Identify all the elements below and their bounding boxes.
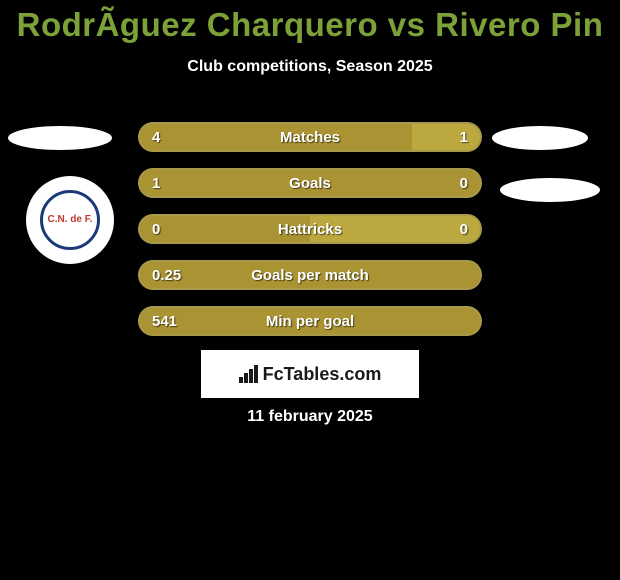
stat-value-left: 4 bbox=[152, 124, 160, 150]
stat-label: Matches bbox=[140, 124, 480, 150]
stat-value-left: 0.25 bbox=[152, 262, 181, 288]
stat-row: Matches4 1 bbox=[138, 122, 482, 152]
stat-row: Min per goal541 bbox=[138, 306, 482, 336]
comparison-title: RodrÃ­guez Charquero vs Rivero Pin bbox=[0, 0, 620, 44]
bars-icon bbox=[239, 365, 259, 383]
stat-value-right: 1 bbox=[460, 124, 468, 150]
stat-value-right: 0 bbox=[460, 216, 468, 242]
player2-badge-ellipse-2 bbox=[500, 178, 600, 202]
date-text: 11 february 2025 bbox=[0, 408, 620, 426]
footer-logo-text: FcTables.com bbox=[263, 364, 382, 385]
comparison-subtitle: Club competitions, Season 2025 bbox=[0, 58, 620, 76]
player2-badge-ellipse-1 bbox=[492, 126, 588, 150]
player1-badge-ellipse bbox=[8, 126, 112, 150]
stat-value-left: 541 bbox=[152, 308, 177, 334]
stat-label: Goals bbox=[140, 170, 480, 196]
stat-value-left: 1 bbox=[152, 170, 160, 196]
stats-bars: Matches41Goals10Hattricks00Goals per mat… bbox=[138, 122, 482, 352]
stat-value-right: 0 bbox=[460, 170, 468, 196]
stat-label: Hattricks bbox=[140, 216, 480, 242]
stat-row: Goals per match0.25 bbox=[138, 260, 482, 290]
stat-value-left: 0 bbox=[152, 216, 160, 242]
club-logo: C.N. de F. bbox=[26, 176, 114, 264]
stat-row: Goals1 0 bbox=[138, 168, 482, 198]
stat-label: Goals per match bbox=[140, 262, 480, 288]
stat-label: Min per goal bbox=[140, 308, 480, 334]
fctables-logo: FcTables.com bbox=[239, 364, 382, 385]
club-logo-text: C.N. de F. bbox=[47, 216, 92, 225]
stat-row: Hattricks0 0 bbox=[138, 214, 482, 244]
footer-logo-box: FcTables.com bbox=[201, 350, 419, 398]
